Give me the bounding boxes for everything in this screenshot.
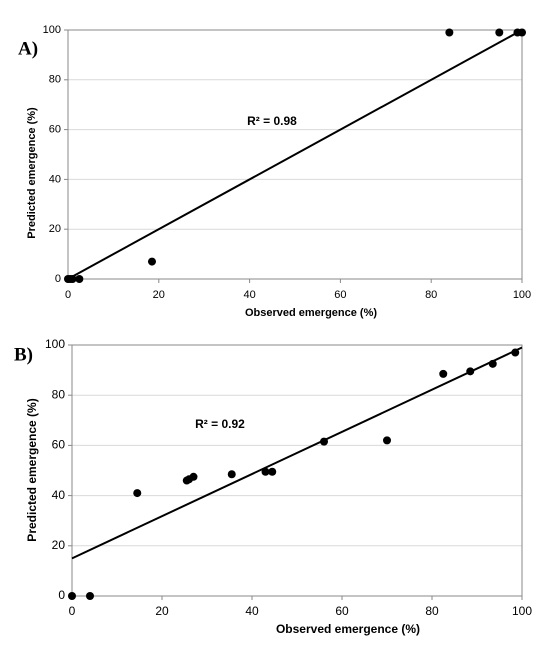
point bbox=[227, 470, 236, 479]
point bbox=[261, 467, 270, 476]
point bbox=[511, 348, 520, 357]
x-tick-label: 0 bbox=[69, 604, 76, 618]
annotation: R² = 0.98 bbox=[247, 114, 297, 128]
y-tick-label: 20 bbox=[52, 538, 66, 552]
y-tick-label: 0 bbox=[55, 273, 61, 285]
point bbox=[383, 436, 391, 445]
y-tick-label: 80 bbox=[52, 387, 66, 401]
y-axis-title: Predicted emergence (%) bbox=[26, 107, 38, 239]
x-tick-label: 80 bbox=[425, 289, 437, 301]
point bbox=[320, 437, 328, 446]
x-tick-label: 40 bbox=[245, 604, 259, 618]
y-tick-label: 100 bbox=[45, 337, 65, 351]
point bbox=[68, 275, 77, 283]
point bbox=[466, 367, 475, 376]
x-tick-label: 80 bbox=[425, 604, 439, 618]
point bbox=[75, 275, 84, 283]
plot-frame bbox=[71, 344, 523, 597]
point bbox=[268, 467, 277, 476]
y-tick-label: 100 bbox=[43, 24, 61, 36]
y-tick-label: 0 bbox=[58, 588, 65, 602]
point bbox=[439, 369, 448, 378]
point bbox=[147, 257, 156, 266]
point bbox=[133, 489, 142, 498]
annotation: R² = 0.92 bbox=[195, 417, 245, 431]
y-tick-label: 80 bbox=[49, 74, 61, 86]
point bbox=[68, 592, 76, 600]
panel-label: A) bbox=[18, 38, 38, 59]
plot-frame bbox=[67, 29, 523, 280]
y-axis-title: Predicted emergence (%) bbox=[25, 398, 39, 541]
x-axis-title: Observed emergence (%) bbox=[276, 622, 420, 636]
trendline bbox=[71, 346, 523, 560]
x-tick-label: 20 bbox=[153, 289, 165, 301]
y-tick-label: 60 bbox=[49, 124, 61, 136]
x-tick-label: 0 bbox=[65, 289, 71, 301]
trendline bbox=[67, 29, 523, 280]
x-axis-title: Observed emergence (%) bbox=[245, 307, 377, 319]
point bbox=[495, 28, 504, 37]
y-tick-label: 60 bbox=[52, 438, 66, 452]
y-tick-label: 40 bbox=[49, 173, 61, 185]
point bbox=[86, 592, 94, 600]
y-tick-label: 40 bbox=[52, 488, 66, 502]
x-tick-label: 20 bbox=[155, 604, 169, 618]
point bbox=[488, 359, 497, 368]
point bbox=[445, 28, 454, 37]
point bbox=[518, 28, 526, 37]
panel-label: B) bbox=[14, 344, 33, 365]
x-tick-label: 40 bbox=[243, 289, 255, 301]
x-tick-label: 100 bbox=[513, 289, 531, 301]
x-tick-label: 100 bbox=[512, 604, 532, 618]
x-tick-label: 60 bbox=[334, 289, 346, 301]
point bbox=[189, 472, 198, 481]
y-tick-label: 20 bbox=[49, 223, 61, 235]
x-tick-label: 60 bbox=[335, 604, 349, 618]
